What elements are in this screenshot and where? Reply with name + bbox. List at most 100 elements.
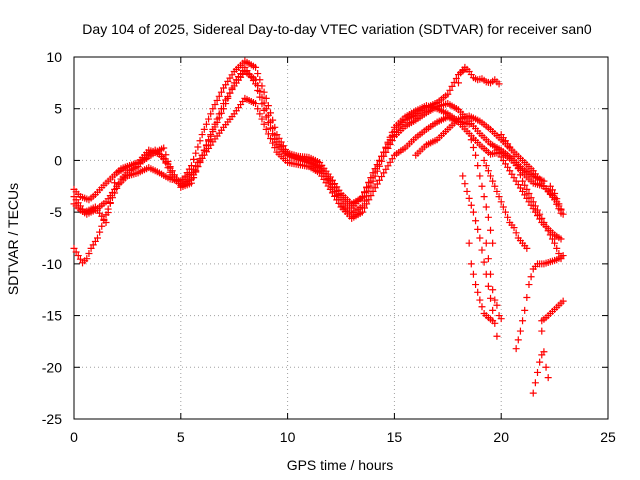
data-point: [510, 224, 518, 232]
data-point: [559, 210, 567, 218]
data-point: [371, 184, 379, 192]
data-point: [540, 218, 548, 226]
data-point: [175, 179, 183, 187]
data-point: [198, 131, 206, 139]
x-tick-labels: 0 5 10 15 20 25: [70, 429, 616, 445]
data-point: [256, 110, 264, 118]
data-point: [557, 205, 565, 213]
x-tick-label: 5: [177, 429, 185, 445]
data-point: [534, 368, 542, 376]
data-point: [267, 135, 275, 143]
data-point: [534, 206, 542, 214]
data-point: [452, 75, 460, 83]
data-point: [363, 200, 371, 208]
data-point: [254, 105, 262, 113]
data-point: [512, 345, 520, 353]
data-point: [83, 255, 91, 263]
data-point: [252, 80, 260, 88]
data-point: [487, 172, 495, 180]
data-point: [469, 208, 477, 216]
data-point: [519, 177, 527, 185]
data-point: [260, 120, 268, 128]
data-point: [546, 231, 554, 239]
data-point: [555, 200, 563, 208]
data-point: [378, 173, 386, 181]
y-tick-label: -25: [42, 411, 62, 427]
data-point: [559, 252, 567, 260]
data-point: [192, 168, 200, 176]
data-point: [70, 244, 78, 252]
data-point: [559, 297, 567, 305]
data-point: [386, 133, 394, 141]
data-point: [166, 163, 174, 171]
data-point: [367, 192, 375, 200]
y-tick-label: -10: [42, 256, 62, 272]
data-point: [512, 158, 520, 166]
data-point: [113, 184, 121, 192]
data-point: [489, 239, 497, 247]
plot-frame: [73, 56, 609, 420]
data-point: [542, 363, 550, 371]
data-point: [202, 120, 210, 128]
data-point: [384, 138, 392, 146]
data-point: [523, 244, 531, 252]
data-point: [252, 100, 260, 108]
data-point: [217, 109, 225, 117]
data-point: [469, 270, 477, 278]
data-point: [160, 144, 168, 152]
data-point: [472, 151, 480, 159]
data-point: [262, 94, 270, 102]
data-point: [254, 70, 262, 78]
data-point: [446, 86, 454, 94]
data-point: [367, 182, 375, 190]
data-point: [254, 87, 262, 95]
data-point: [335, 199, 343, 207]
data-point: [472, 281, 480, 289]
data-point: [215, 92, 223, 100]
data-point: [369, 177, 377, 185]
data-point: [527, 273, 535, 281]
data-point: [482, 162, 490, 170]
data-point: [512, 229, 520, 237]
data-point: [369, 169, 377, 177]
data-point: [260, 106, 268, 114]
data-point: [375, 156, 383, 164]
data-point: [478, 246, 486, 254]
series-track-n: [512, 252, 567, 353]
data-point: [190, 174, 198, 182]
series-track-p: [538, 327, 552, 382]
data-point: [196, 137, 204, 145]
data-point: [373, 180, 381, 188]
plot-border: [73, 56, 609, 420]
data-point: [525, 281, 533, 289]
data-point: [373, 161, 381, 169]
data-point: [213, 118, 221, 126]
data-point: [478, 303, 486, 311]
data-point: [115, 180, 123, 188]
data-point: [264, 119, 272, 127]
data-point: [514, 336, 522, 344]
data-point: [553, 244, 561, 252]
data-point: [484, 167, 492, 175]
x-tick-label: 25: [600, 429, 616, 445]
y-tick-label: 10: [46, 49, 62, 65]
data-point: [465, 239, 473, 247]
data-point: [173, 175, 181, 183]
data-point: [482, 203, 490, 211]
data-point: [467, 201, 475, 209]
x-tick-label: 20: [493, 429, 509, 445]
data-point: [74, 252, 82, 260]
data-point: [544, 374, 552, 382]
series-track-f: [454, 63, 503, 88]
data-point: [380, 169, 388, 177]
data-point: [523, 293, 531, 301]
data-point: [493, 301, 501, 309]
data-point: [484, 255, 492, 263]
data-point: [260, 88, 268, 96]
x-tick-label: 0: [70, 429, 78, 445]
series-track-e: [412, 112, 565, 214]
data-point: [463, 187, 471, 195]
data-point: [516, 327, 524, 335]
series-track-r: [546, 182, 567, 218]
